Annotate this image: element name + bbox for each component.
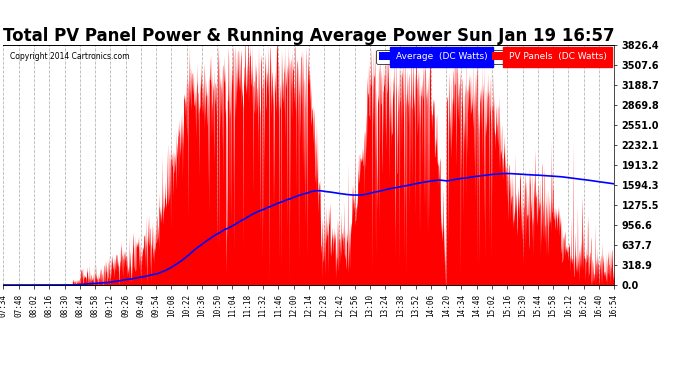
Legend: Average  (DC Watts), PV Panels  (DC Watts): Average (DC Watts), PV Panels (DC Watts) [376,50,609,64]
Title: Total PV Panel Power & Running Average Power Sun Jan 19 16:57: Total PV Panel Power & Running Average P… [3,27,615,45]
Text: Copyright 2014 Cartronics.com: Copyright 2014 Cartronics.com [10,52,129,61]
